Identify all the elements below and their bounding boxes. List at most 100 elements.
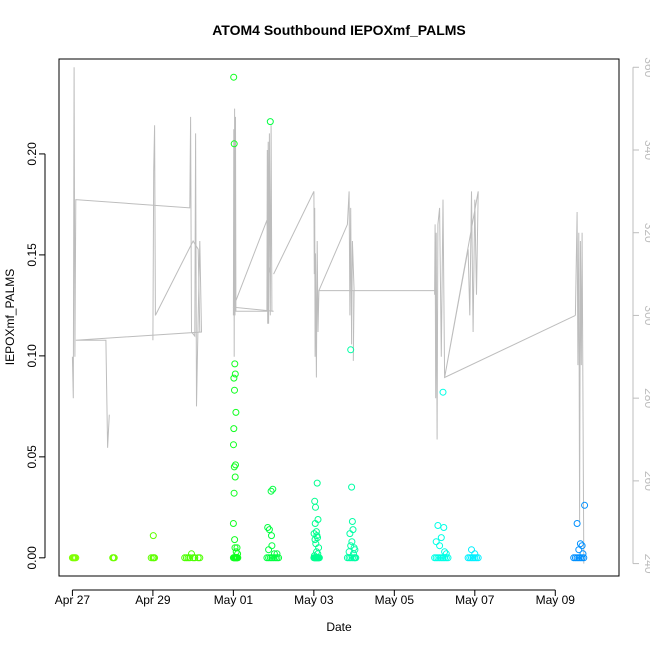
data-point [349, 526, 357, 534]
secondary-series-line [71, 67, 203, 448]
data-point [275, 554, 283, 562]
y-tick-label: 0.20 [25, 142, 39, 166]
data-point [232, 461, 239, 469]
chart-title: ATOM4 Southbound IEPOXmf_PALMS [212, 22, 466, 38]
data-point [231, 360, 239, 368]
secondary-series-line [574, 211, 585, 564]
data-point [573, 520, 581, 527]
data-point [273, 550, 281, 558]
data-point [72, 554, 80, 562]
data-point [267, 487, 275, 495]
y-tick-label: 0.15 [25, 243, 39, 267]
data-point [232, 548, 240, 556]
x-tick-label: May 09 [536, 593, 576, 607]
secondary-series-line [152, 125, 201, 341]
data-point [348, 538, 356, 546]
data-point [230, 425, 238, 433]
data-point [311, 497, 319, 505]
data-point [313, 479, 321, 487]
data-point [269, 485, 277, 493]
data-point [270, 550, 278, 558]
y2-axis: 240 260 280 300 320 340 360 [632, 57, 650, 574]
y-axis: 0.00 0.05 0.10 0.15 0.20 [25, 142, 46, 570]
data-point [149, 532, 157, 540]
data-point [434, 522, 442, 529]
data-point [232, 408, 240, 416]
y-tick-label: 0.00 [25, 546, 39, 570]
secondary-series-line [434, 191, 576, 440]
data-point [230, 374, 238, 382]
plot-frame [58, 58, 620, 577]
data-point [230, 73, 238, 81]
y2-tick-label: 300 [642, 305, 650, 325]
data-point [348, 518, 356, 525]
x-tick-label: May 05 [375, 593, 415, 607]
data-point [441, 548, 449, 556]
data-point [191, 554, 199, 562]
data-point [314, 550, 322, 558]
data-point [230, 140, 238, 148]
x-tick-label: May 03 [294, 593, 334, 607]
data-point [581, 501, 589, 509]
data-point [348, 483, 356, 491]
data-point [310, 552, 318, 560]
y2-tick-label: 240 [642, 554, 650, 574]
data-point [230, 441, 237, 449]
data-point [468, 546, 475, 554]
data-point [312, 503, 319, 511]
data-point [346, 530, 354, 538]
points-layer [68, 73, 589, 562]
y-axis-label: IEPOXmf_PALMS [3, 269, 17, 365]
data-point [231, 370, 239, 378]
data-point [186, 554, 194, 562]
data-point [229, 520, 237, 527]
secondary-series-line [273, 191, 435, 378]
secondary-series-line [232, 108, 274, 357]
data-point [150, 554, 158, 562]
data-point [231, 544, 239, 552]
x-tick-label: Apr 29 [135, 593, 171, 607]
data-point [351, 546, 359, 554]
data-point [352, 554, 360, 562]
y-tick-label: 0.10 [25, 344, 39, 368]
data-point [345, 548, 353, 556]
data-point [442, 550, 450, 558]
data-point [474, 554, 482, 562]
x-tick-label: Apr 27 [55, 593, 91, 607]
data-point [575, 546, 583, 554]
data-point [579, 550, 587, 558]
x-tick-label: May 07 [455, 593, 495, 607]
data-point [440, 524, 448, 531]
y2-tick-label: 320 [642, 223, 650, 243]
data-point [580, 554, 588, 562]
data-point [439, 388, 447, 396]
data-point [110, 554, 118, 562]
x-axis-label: Date [326, 620, 352, 634]
data-point [350, 550, 357, 558]
data-point [265, 526, 273, 534]
y2-tick-label: 280 [642, 388, 650, 408]
data-point [437, 534, 445, 542]
data-point [436, 542, 444, 550]
data-point [444, 554, 452, 562]
data-point [311, 536, 319, 544]
y2-tick-label: 340 [642, 140, 650, 160]
data-point [264, 524, 272, 531]
y2-tick-label: 260 [642, 471, 650, 491]
y-tick-label: 0.05 [25, 445, 39, 469]
data-point [311, 520, 319, 527]
data-point [266, 118, 274, 126]
data-point [234, 550, 242, 558]
data-point [347, 346, 355, 354]
data-point [471, 550, 479, 558]
data-point [231, 536, 239, 544]
data-point [231, 473, 239, 481]
x-tick-label: May 01 [214, 593, 254, 607]
data-point [265, 546, 273, 554]
data-point [268, 532, 275, 540]
data-point [230, 489, 238, 497]
y2-tick-label: 360 [642, 57, 650, 77]
data-point [196, 554, 204, 562]
secondary-line-layer [71, 67, 585, 564]
